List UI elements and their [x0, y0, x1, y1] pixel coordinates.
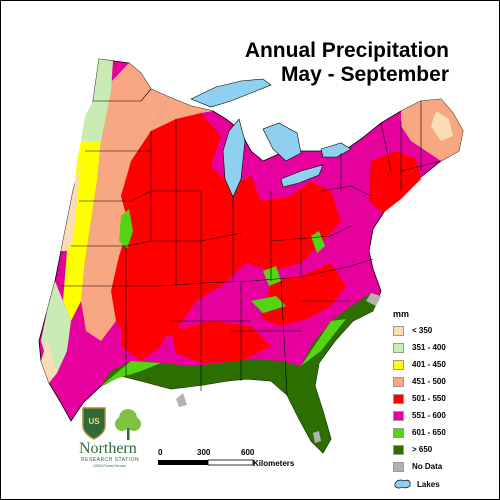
lake-ontario — [320, 142, 352, 158]
logo-station: RESEARCH STATION — [81, 457, 140, 463]
map-title-line2: May - September — [280, 63, 449, 86]
legend-swatch — [393, 444, 404, 455]
legend-swatch — [393, 376, 404, 387]
legend-swatch — [393, 427, 404, 438]
legend-label: > 650 — [412, 445, 433, 454]
legend-label: 551 - 600 — [412, 411, 446, 420]
legend-swatch — [393, 461, 404, 472]
scale-tick-label: 0 — [158, 448, 163, 457]
usfs-shield-icon: US — [82, 407, 106, 440]
scale-tick-label: 300 — [197, 448, 211, 457]
legend-item: 501 - 550 — [393, 390, 493, 407]
legend-item: 451 - 500 — [393, 373, 493, 390]
legend-item: 551 - 600 — [393, 407, 493, 424]
region-yellow-band — [63, 141, 101, 321]
legend-item: 401 - 450 — [393, 356, 493, 373]
scale-bar-graphic — [158, 459, 254, 466]
lake-michigan — [222, 118, 246, 198]
legend-swatch — [393, 410, 404, 421]
region-light-green-north — [81, 59, 113, 141]
legend-label: 601 - 650 — [412, 428, 446, 437]
scale-unit: Kilometers — [253, 459, 295, 468]
legend-label: < 350 — [412, 326, 433, 335]
legend-label: 401 - 450 — [412, 360, 446, 369]
legend-unit: mm — [393, 309, 410, 319]
legend-item: No Data — [393, 458, 493, 475]
legend-swatch — [393, 342, 404, 353]
lake-erie — [280, 164, 324, 188]
legend-label: 351 - 400 — [412, 343, 446, 352]
legend-lakes-label: Lakes — [417, 479, 440, 489]
region-red-central — [111, 113, 341, 346]
lake-huron — [262, 122, 302, 162]
lake-icon — [394, 479, 411, 489]
tree-icon — [115, 409, 141, 440]
legend-item: 351 - 400 — [393, 339, 493, 356]
legend-swatch — [393, 359, 404, 370]
map-title-line1: Annual Precipitation — [244, 39, 449, 62]
legend: mm < 350 351 - 400 401 - 450 451 - 500 5… — [393, 309, 493, 490]
legend-swatch — [393, 325, 404, 336]
legend-label: No Data — [412, 462, 443, 471]
legend-label: 501 - 550 — [412, 394, 446, 403]
svg-text:US: US — [88, 417, 100, 426]
region-salmon-west — [81, 63, 169, 341]
scale-tick-label: 600 — [241, 448, 255, 457]
legend-item: < 350 — [393, 322, 493, 339]
legend-label: 451 - 500 — [412, 377, 446, 386]
lake-superior — [190, 78, 272, 108]
logo-tagline: USDA Forest Service — [93, 464, 127, 468]
usda-logos: US — [82, 407, 141, 440]
legend-item: > 650 — [393, 441, 493, 458]
legend-lakes: Lakes — [393, 478, 493, 490]
legend-swatch — [393, 393, 404, 404]
state-borders — [61, 88, 442, 396]
logo-agency: Northern — [79, 440, 137, 457]
legend-item: 601 - 650 — [393, 424, 493, 441]
